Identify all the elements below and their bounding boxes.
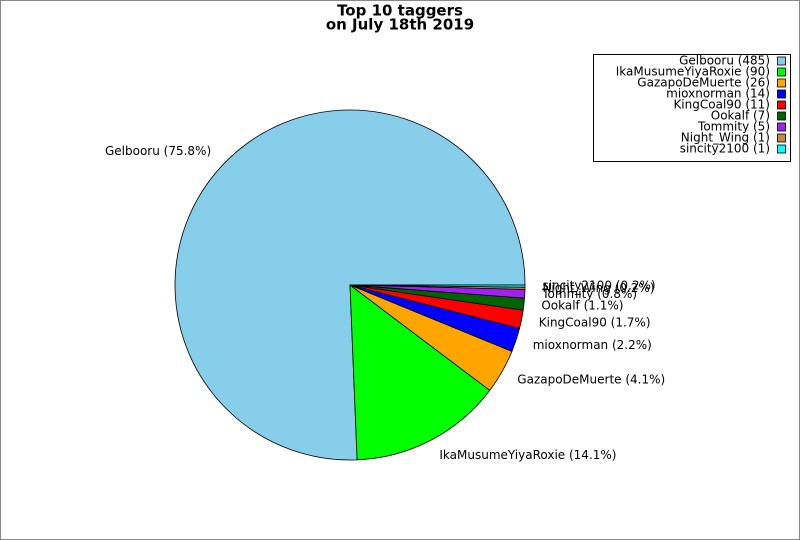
slice-label: Gelbooru (75.8%) [105, 144, 211, 158]
legend-label: Tommity (5) [697, 120, 770, 134]
legend-label: sincity2100 (1) [680, 142, 770, 156]
slice-label: GazapoDeMuerte (4.1%) [517, 373, 665, 387]
legend-swatch [777, 67, 786, 77]
slice-label: Night_Wing (0.2%) [542, 281, 654, 295]
slice-label: Tommity (0.8%) [541, 287, 637, 301]
legend-swatch [777, 78, 786, 88]
legend-swatch [777, 133, 786, 143]
legend-label: Gelbooru (485) [679, 54, 770, 68]
legend-label: KingCoal90 (11) [673, 98, 770, 112]
legend-swatch [777, 122, 786, 132]
slice-label: sincity2100 (0.2%) [542, 279, 655, 293]
legend-swatch [777, 111, 786, 121]
legend-label: mioxnorman (14) [666, 87, 770, 101]
legend-label: IkaMusumeYiyaRoxie (90) [616, 65, 770, 79]
legend-box [593, 54, 791, 162]
legend-swatch [777, 89, 786, 99]
slice-label: IkaMusumeYiyaRoxie (14.1%) [439, 448, 616, 462]
legend-swatch [777, 56, 786, 66]
legend-label: Night_Wing (1) [681, 131, 770, 145]
pie-slice [349, 284, 491, 461]
legend-label: Ookalf (7) [711, 109, 770, 123]
pie-slice [349, 284, 526, 288]
legend-swatch [777, 144, 786, 154]
slice-label: KingCoal90 (1.7%) [539, 315, 651, 329]
slice-label: Ookalf (1.1%) [541, 299, 623, 313]
legend-label: GazapoDeMuerte (26) [637, 76, 770, 90]
chart-title: Top 10 taggers [337, 2, 463, 20]
chart-subtitle: on July 18th 2019 [326, 16, 474, 34]
legend-swatch [777, 100, 786, 110]
slice-label: mioxnorman (2.2%) [533, 338, 652, 352]
